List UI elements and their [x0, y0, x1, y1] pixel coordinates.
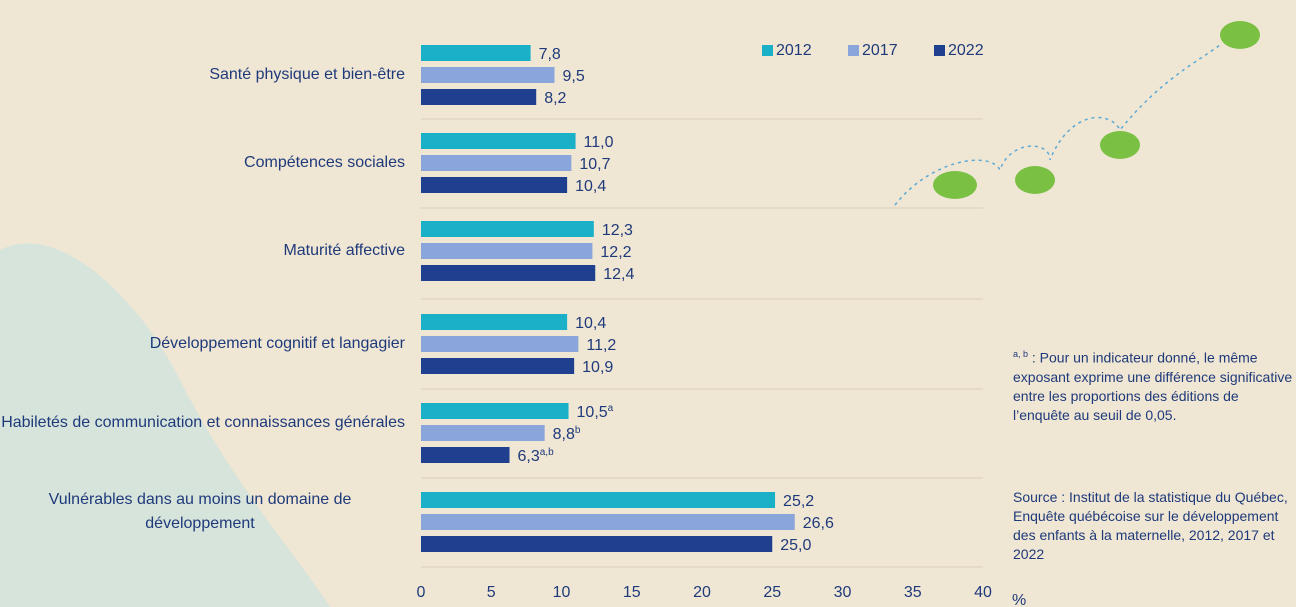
value-text: 10,9 [582, 359, 613, 376]
bar [421, 403, 569, 419]
value-text: 12,2 [600, 244, 631, 261]
bar [421, 243, 592, 259]
category-label: Développement cognitif et langagier [0, 332, 405, 356]
category-label: Compétences sociales [0, 151, 405, 175]
category-text: Compétences sociales [244, 151, 405, 175]
bar [421, 155, 571, 171]
value-superscript: a [608, 403, 614, 414]
legend-label: 2017 [862, 42, 898, 59]
value-text: 11,0 [584, 134, 614, 151]
category-label: Maturité affective [0, 239, 405, 263]
value-label: 8,2 [544, 90, 566, 107]
value-label: 9,5 [562, 68, 584, 85]
value-text: 6,3 [518, 448, 540, 465]
bar [421, 314, 567, 330]
value-label: 10,7 [579, 156, 610, 173]
category-label: Habiletés de communication et connaissan… [0, 411, 405, 435]
value-label: 10,4 [575, 178, 606, 195]
note: a, b : Pour un indicateur donné, le même… [1013, 345, 1296, 425]
note-text: : Pour un indicateur donné, le même expo… [1013, 350, 1292, 423]
value-label: 11,0 [584, 134, 614, 151]
legend-swatch [762, 45, 773, 56]
value-label: 6,3a,b [518, 447, 555, 466]
value-label: 8,8b [553, 425, 581, 444]
category-label: Vulnérables dans au moins un domaine de … [0, 488, 405, 536]
value-label: 12,3 [602, 222, 633, 239]
value-text: 11,2 [586, 337, 616, 354]
x-tick-label: 35 [904, 584, 922, 601]
value-text: 10,4 [575, 178, 606, 195]
bar [421, 447, 510, 463]
x-tick-label: 40 [974, 584, 992, 601]
bar [421, 336, 578, 352]
bar [421, 514, 795, 530]
x-tick-label: 15 [623, 584, 641, 601]
value-label: 11,2 [586, 337, 616, 354]
x-tick-label: 0 [417, 584, 426, 601]
category-text: Développement cognitif et langagier [150, 332, 405, 356]
page: {"chart_data":{"type":"bar","orientation… [0, 0, 1296, 607]
category-text: Santé physique et bien-être [209, 63, 405, 87]
category-text: Maturité affective [283, 239, 405, 263]
value-label: 26,6 [803, 515, 834, 532]
category-text: Vulnérables dans au moins un domaine de … [0, 488, 405, 536]
bar [421, 492, 775, 508]
value-text: 7,8 [539, 46, 561, 63]
value-text: 26,6 [803, 515, 834, 532]
value-text: 9,5 [562, 68, 584, 85]
value-text: 12,4 [603, 266, 634, 283]
bar [421, 177, 567, 193]
bar [421, 425, 545, 441]
value-label: 10,4 [575, 315, 606, 332]
category-label: Santé physique et bien-être [0, 63, 405, 87]
category-text: Habiletés de communication et connaissan… [1, 411, 405, 435]
legend-label: 2022 [948, 42, 984, 59]
bar [421, 45, 531, 61]
value-superscript: a,b [540, 447, 554, 458]
bar [421, 133, 576, 149]
x-tick-label: 25 [763, 584, 781, 601]
value-text: 10,7 [579, 156, 610, 173]
value-label: 12,4 [603, 266, 634, 283]
bar [421, 89, 536, 105]
bar [421, 536, 772, 552]
value-text: 10,4 [575, 315, 606, 332]
legend-swatch [934, 45, 945, 56]
x-tick-label: 5 [487, 584, 496, 601]
bar [421, 265, 595, 281]
value-superscript: b [575, 425, 581, 436]
value-text: 25,2 [783, 493, 814, 510]
value-text: 8,8 [553, 426, 575, 443]
note-marker: a, b [1013, 349, 1028, 359]
value-label: 7,8 [539, 46, 561, 63]
bar [421, 358, 574, 374]
value-text: 12,3 [602, 222, 633, 239]
value-text: 10,5 [577, 404, 608, 421]
value-label: 10,9 [582, 359, 613, 376]
x-tick-label: 30 [834, 584, 852, 601]
value-text: 8,2 [544, 90, 566, 107]
value-label: 25,2 [783, 493, 814, 510]
value-label: 25,0 [780, 537, 811, 554]
value-label: 12,2 [600, 244, 631, 261]
bar [421, 67, 554, 83]
legend-swatch [848, 45, 859, 56]
x-tick-label: 20 [693, 584, 711, 601]
value-text: 25,0 [780, 537, 811, 554]
x-unit: % [1012, 592, 1026, 607]
value-label: 10,5a [577, 403, 614, 422]
legend-label: 2012 [776, 42, 812, 59]
x-tick-label: 10 [553, 584, 571, 601]
bar [421, 221, 594, 237]
source: Source : Institut de la statistique du Q… [1013, 488, 1296, 578]
